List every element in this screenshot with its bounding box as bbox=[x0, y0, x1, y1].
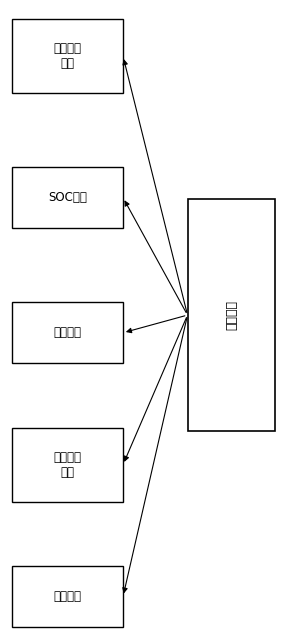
Text: 计算模块: 计算模块 bbox=[225, 300, 238, 330]
Bar bbox=[12, 566, 123, 627]
Bar bbox=[188, 199, 275, 431]
Text: 均衡控制
策略: 均衡控制 策略 bbox=[53, 451, 81, 478]
Text: 健康状态
预警: 健康状态 预警 bbox=[53, 42, 81, 70]
Bar bbox=[12, 167, 123, 228]
Text: 互交营信: 互交营信 bbox=[53, 590, 81, 603]
Text: 容量估算: 容量估算 bbox=[53, 326, 81, 340]
Bar bbox=[12, 19, 123, 93]
Bar bbox=[12, 302, 123, 363]
Text: SOC估算: SOC估算 bbox=[48, 191, 87, 204]
Bar bbox=[12, 428, 123, 502]
